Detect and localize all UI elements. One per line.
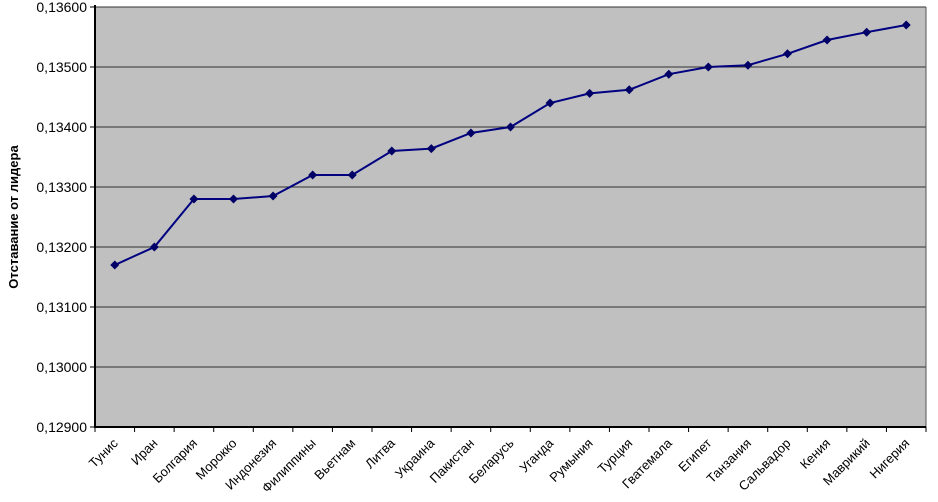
- x-axis-label: Египет: [675, 435, 714, 474]
- data-point[interactable]: [229, 194, 238, 204]
- x-axis-label: Румыния: [546, 436, 595, 485]
- data-point[interactable]: [664, 69, 674, 79]
- data-point[interactable]: [901, 20, 911, 30]
- y-axis-tick-label: 0,13400: [36, 119, 87, 135]
- y-axis-tick-label: 0,13300: [36, 179, 87, 195]
- data-point[interactable]: [308, 170, 318, 180]
- x-axis-label: Нигерия: [866, 436, 912, 482]
- x-axis-label: Литва: [362, 435, 398, 471]
- data-point[interactable]: [822, 35, 832, 45]
- y-axis-tick-label: 0,13100: [36, 299, 87, 315]
- x-axis-label: Тунис: [86, 435, 121, 470]
- plot-area: [95, 7, 926, 427]
- data-point[interactable]: [545, 98, 555, 108]
- data-point[interactable]: [466, 128, 476, 138]
- data-point[interactable]: [149, 242, 159, 252]
- data-point[interactable]: [703, 62, 713, 72]
- y-axis-tick-label: 0,13000: [36, 359, 87, 375]
- data-point[interactable]: [426, 144, 436, 154]
- y-axis-tick-label: 0,13500: [36, 59, 87, 75]
- data-point[interactable]: [268, 191, 278, 201]
- y-axis-tick-label: 0,13200: [36, 239, 87, 255]
- data-point[interactable]: [585, 88, 595, 98]
- data-point[interactable]: [347, 170, 357, 180]
- y-axis-tick-label: 0,13600: [36, 0, 87, 15]
- y-axis-tick-labels: 0,12900 0,13000 0,13100 0,13200 0,13300 0,134…: [36, 0, 87, 435]
- data-point[interactable]: [862, 27, 872, 37]
- data-point[interactable]: [110, 260, 120, 270]
- x-axis-label: Кения: [797, 436, 833, 472]
- data-point[interactable]: [506, 122, 515, 132]
- data-point[interactable]: [743, 60, 753, 70]
- data-point[interactable]: [624, 85, 634, 95]
- data-series: [110, 20, 911, 270]
- x-axis-label: Иран: [128, 436, 161, 469]
- data-point[interactable]: [783, 49, 792, 59]
- y-axis-tick-label: 0,12900: [36, 419, 87, 435]
- x-axis-category-labels: Тунис ИранБолгарияМороккоИндонезияФилиппи…: [86, 435, 913, 496]
- x-axis-label: Вьетнам: [311, 435, 358, 482]
- y-axis-title: Отставание от лидера: [6, 145, 21, 289]
- data-point[interactable]: [387, 146, 397, 156]
- data-point[interactable]: [189, 194, 199, 204]
